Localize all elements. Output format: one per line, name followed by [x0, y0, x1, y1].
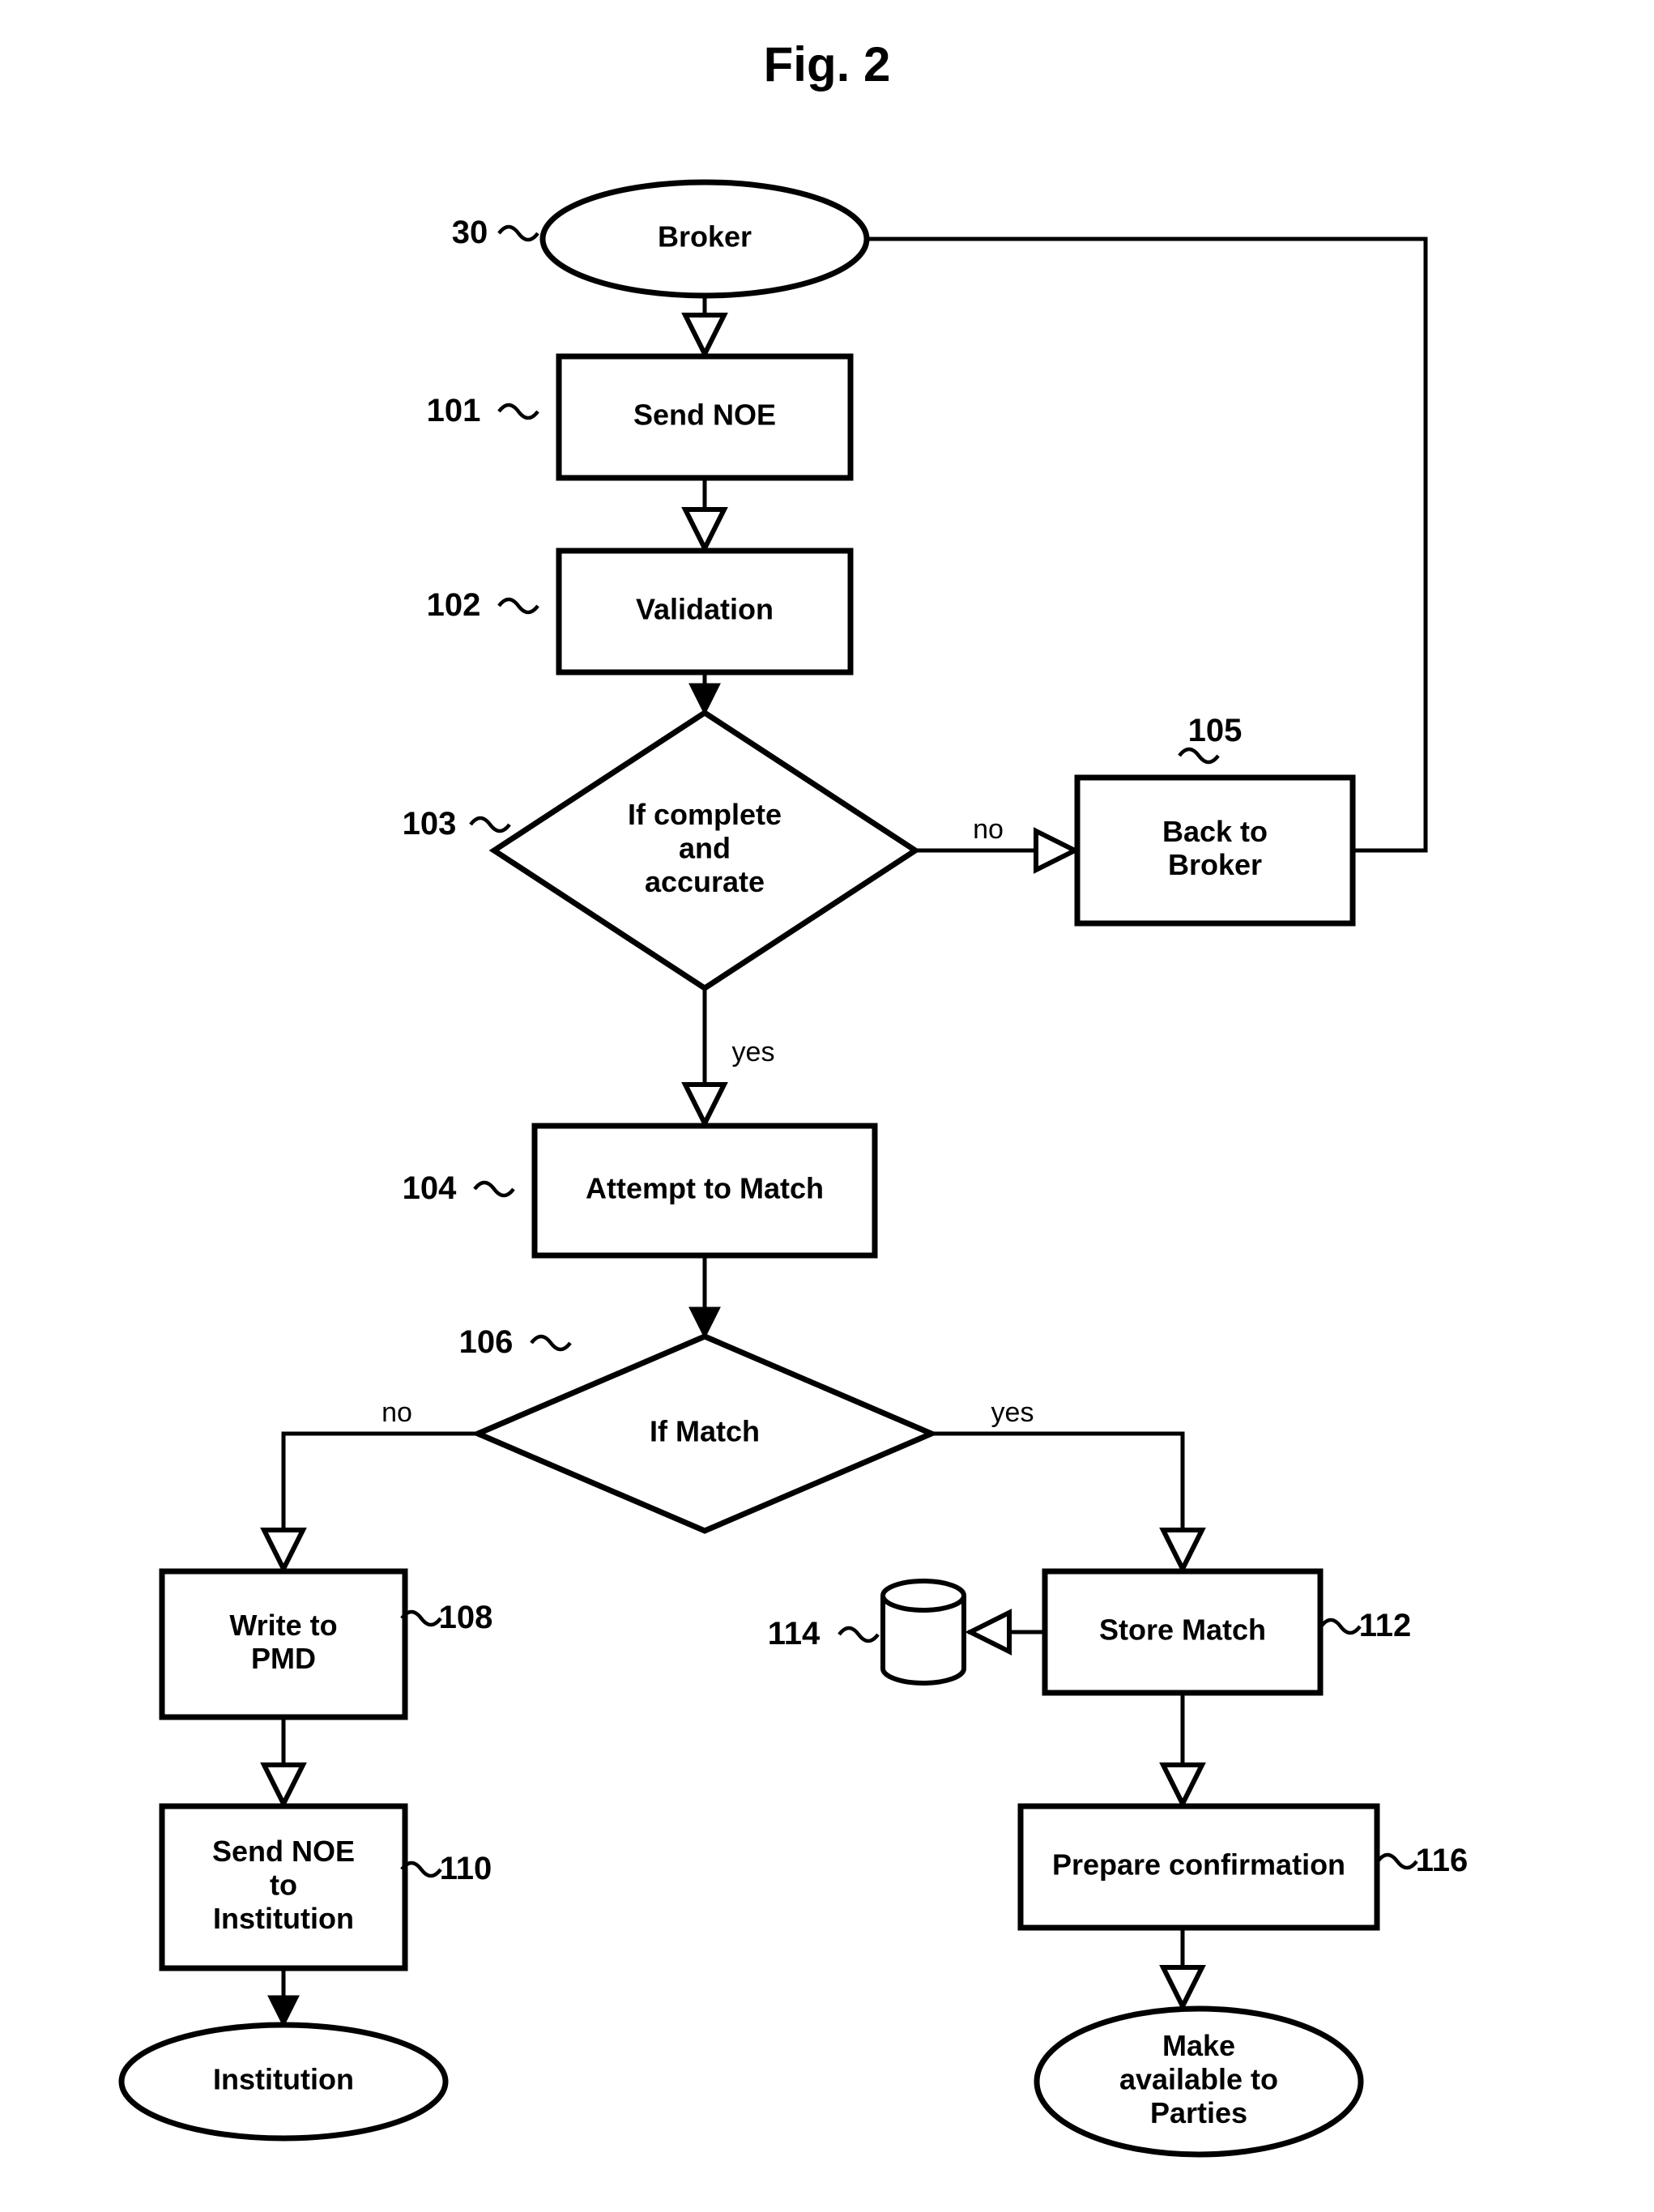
node-write_pmd-label: Write to: [229, 1609, 337, 1642]
node-send_inst-label: to: [270, 1869, 297, 1902]
node-make_avail-label: Parties: [1150, 2096, 1247, 2129]
node-institution-label: Institution: [213, 2063, 354, 2096]
flowchart: Fig. 2 no yes no yes Broker 30 Send NOE 101 Val…: [0, 0, 1654, 2212]
ref-complete: 103: [403, 806, 457, 842]
ref-broker: 30: [452, 215, 488, 250]
edge-label-e4: no: [973, 814, 1004, 845]
node-send_inst-label: Send NOE: [212, 1835, 355, 1868]
ref-attempt: 104: [403, 1170, 457, 1206]
node-make_avail-label: available to: [1119, 2063, 1278, 2096]
node-complete-label: If complete: [628, 798, 782, 831]
ref-db: 114: [768, 1616, 821, 1652]
ref-validation: 102: [427, 587, 481, 623]
edge-label-e9: yes: [991, 1397, 1034, 1428]
node-write_pmd-label: PMD: [251, 1642, 316, 1675]
ref-store_match: 112: [1359, 1608, 1412, 1643]
node-attempt-label: Attempt to Match: [586, 1172, 824, 1205]
ref-prepare: 116: [1416, 1843, 1469, 1878]
node-send_inst-label: Institution: [213, 1902, 354, 1935]
edge-label-e6: yes: [732, 1037, 775, 1068]
node-prepare-label: Prepare confirmation: [1052, 1848, 1345, 1882]
node-if_match-label: If Match: [650, 1415, 760, 1448]
ref-if_match: 106: [459, 1324, 514, 1360]
node-make_avail: Makeavailable toParties: [1037, 2009, 1361, 2154]
ref-back_broker: 105: [1188, 713, 1243, 748]
ref-send_inst: 110: [440, 1851, 492, 1886]
node-institution: Institution: [121, 2025, 445, 2138]
node-back_broker-label: Broker: [1168, 848, 1262, 881]
node-back_broker-label: Back to: [1162, 815, 1268, 848]
node-broker-label: Broker: [658, 220, 752, 254]
ref-write_pmd: 108: [439, 1600, 493, 1635]
node-complete-label: accurate: [645, 865, 765, 898]
node-send_noe-label: Send NOE: [633, 399, 776, 432]
node-validation-label: Validation: [636, 593, 774, 626]
figure-title: Fig. 2: [764, 37, 891, 92]
edge-label-e8: no: [382, 1397, 412, 1428]
node-complete-label: and: [679, 832, 731, 865]
ref-send_noe: 101: [427, 393, 481, 428]
node-make_avail-label: Make: [1162, 2029, 1235, 2062]
node-store_match-label: Store Match: [1099, 1613, 1266, 1647]
